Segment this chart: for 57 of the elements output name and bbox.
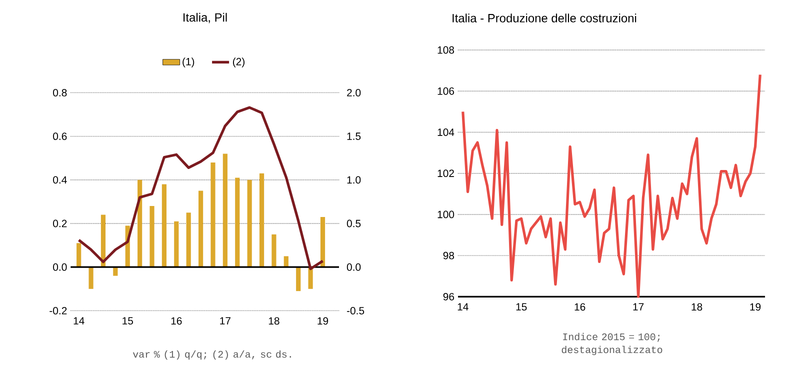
y2-tick-label: 1.5 (347, 132, 361, 140)
bar (186, 212, 191, 268)
legend-label: (1) (182, 58, 194, 68)
x-tick-label: 16 (574, 303, 586, 311)
chart-title: Italia - Produzione delle costruzioni (452, 14, 636, 22)
bar (162, 184, 166, 268)
y-tick-label: 96 (443, 293, 454, 300)
y-tick-label: 0.0 (53, 263, 67, 271)
bar (235, 178, 240, 268)
bar (76, 243, 82, 268)
text: Indice 2015 = 100; destagionalizzato (562, 332, 662, 356)
bar (296, 267, 301, 292)
bar (259, 173, 264, 268)
bar (247, 180, 252, 268)
y2-tick-label: -0.5 (346, 307, 364, 314)
y-tick-label: 0.2 (53, 220, 67, 228)
x-tick-label: 18 (692, 303, 702, 311)
y-tick-label: 0.6 (53, 132, 67, 140)
bar (88, 267, 94, 289)
legend-label: (2) (232, 58, 244, 68)
x-tick-label: 14 (74, 317, 84, 324)
x-tick-label: 19 (750, 303, 761, 311)
y-tick-label: 0.8 (53, 89, 67, 96)
y-tick-label: 102 (438, 170, 454, 178)
x-tick-label: 17 (633, 303, 644, 310)
x-tick-label: 15 (122, 317, 133, 325)
bar (222, 154, 228, 268)
bar (320, 216, 326, 268)
bar (150, 206, 154, 268)
bar (138, 180, 142, 268)
x-tick-label: 19 (318, 317, 328, 325)
x-tick-label: 16 (171, 317, 182, 325)
y2-tick-label: 0.5 (346, 220, 361, 228)
y-tick-label: 100 (438, 210, 454, 218)
y-tick-label: 106 (438, 87, 454, 95)
y2-tick-label: 2.0 (347, 89, 361, 96)
y-tick-label: 104 (438, 128, 454, 136)
x-tick-label: 18 (268, 317, 280, 325)
bar (210, 162, 216, 268)
chart-title: Italia, Pil (184, 12, 227, 24)
line-series (78, 106, 324, 270)
x-tick-label: 15 (516, 303, 527, 311)
bar (174, 221, 179, 268)
bar (308, 267, 313, 289)
y-tick-label: -0.2 (50, 307, 67, 314)
x-tick-label: 17 (220, 317, 230, 324)
bar (198, 190, 204, 268)
x-tick-label: 14 (458, 303, 468, 310)
y2-tick-label: 0.0 (346, 263, 361, 271)
text: var % (1) q/q; (2) a/a, sc ds. (132, 350, 291, 360)
y-tick-label: 0.4 (53, 176, 67, 184)
y-tick-label: 108 (438, 46, 454, 54)
bar (284, 256, 288, 268)
bar (100, 214, 106, 268)
bar (272, 234, 276, 268)
y-tick-label: 98 (443, 252, 454, 260)
y2-tick-label: 1.0 (347, 176, 361, 184)
